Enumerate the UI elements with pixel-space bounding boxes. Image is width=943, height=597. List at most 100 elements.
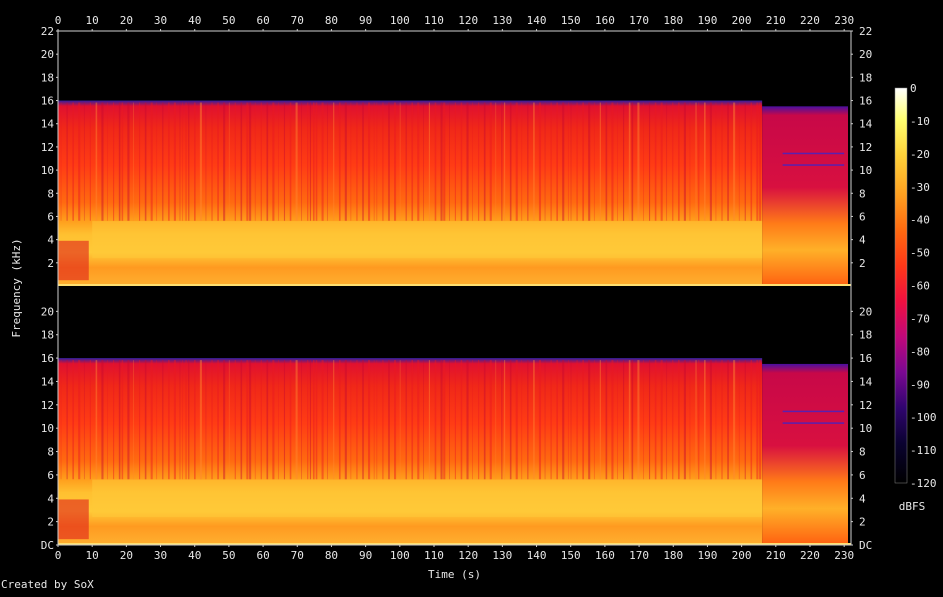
intro-region: [58, 499, 89, 540]
y-tick-label: 10: [859, 422, 872, 435]
texture-streak: [515, 102, 518, 221]
y-tick-label: 10: [859, 164, 872, 177]
texture-streak: [321, 360, 324, 480]
texture-streak: [205, 360, 207, 480]
texture-streak: [173, 360, 176, 480]
texture-streak: [295, 102, 298, 221]
low-band-highlight: [92, 221, 763, 259]
texture-streak: [550, 102, 552, 221]
texture-streak: [588, 102, 591, 221]
x-tick-label: 70: [291, 549, 304, 562]
texture-streak: [443, 360, 446, 480]
y-tick-label: 16: [41, 352, 54, 365]
texture-streak: [338, 360, 341, 480]
texture-streak: [721, 102, 723, 221]
texture-streak: [289, 360, 292, 480]
x-tick-label: 40: [188, 549, 201, 562]
texture-streak: [113, 102, 115, 221]
texture-streak: [113, 360, 115, 480]
x-tick-label: 130: [492, 549, 512, 562]
x-tick-label: 30: [154, 14, 167, 27]
y-tick-label: 22: [859, 25, 872, 38]
texture-streak: [144, 360, 147, 480]
x-tick-label: 190: [698, 549, 718, 562]
texture-streak: [588, 360, 591, 480]
texture-streak: [240, 360, 243, 480]
texture-streak: [623, 360, 625, 480]
texture-streak: [309, 360, 312, 480]
texture-streak: [478, 102, 480, 221]
texture-streak: [78, 102, 81, 221]
texture-streak: [709, 360, 712, 480]
x-tick-label: 30: [154, 549, 167, 562]
x-tick-label: 170: [629, 14, 649, 27]
texture-streak: [211, 360, 213, 480]
texture-streak: [205, 102, 207, 221]
texture-streak: [744, 102, 746, 221]
texture-streak: [344, 360, 347, 480]
texture-streak: [756, 102, 759, 221]
texture-streak: [466, 102, 469, 221]
texture-streak: [449, 360, 450, 480]
texture-streak: [756, 360, 759, 480]
y-tick-label: 20: [859, 48, 872, 61]
texture-streak: [648, 360, 651, 480]
colorbar-label: dBFS: [899, 500, 926, 513]
x-tick-label: 150: [561, 549, 581, 562]
texture-streak: [107, 360, 108, 480]
y-tick-label: 8: [859, 187, 866, 200]
tonal-line: [782, 152, 845, 155]
texture-streak: [483, 102, 486, 221]
texture-streak: [312, 102, 315, 221]
texture-streak: [454, 102, 456, 221]
y-tick-label: 6: [47, 469, 54, 482]
texture-streak: [759, 360, 762, 480]
texture-streak: [150, 360, 153, 480]
texture-streak: [194, 102, 196, 221]
texture-streak: [234, 102, 236, 221]
y-tick-label: 18: [41, 71, 54, 84]
y-tick-label: 18: [859, 71, 872, 84]
x-tick-label: 50: [222, 14, 235, 27]
texture-streak: [637, 360, 640, 480]
x-tick-label: 100: [390, 549, 410, 562]
texture-streak: [527, 360, 529, 480]
texture-streak: [428, 360, 430, 480]
texture-streak: [83, 360, 85, 480]
credit-text: Created by SoX: [1, 578, 94, 591]
texture-streak: [759, 102, 762, 221]
tonal-line: [782, 410, 845, 413]
texture-streak: [698, 360, 700, 480]
texture-streak: [672, 360, 674, 480]
texture-streak: [373, 360, 375, 480]
y-tick-label: 6: [859, 210, 866, 223]
x-tick-label: 0: [55, 14, 62, 27]
texture-streak: [388, 360, 390, 480]
y-tick-label: 12: [859, 399, 872, 412]
texture-streak: [567, 360, 569, 480]
colorbar-tick-label: -60: [910, 280, 930, 293]
dc-line: [58, 543, 851, 545]
x-tick-label: 220: [800, 549, 820, 562]
y-tick-label: 4: [47, 492, 54, 505]
texture-streak: [272, 102, 275, 221]
x-tick-label: 190: [698, 14, 718, 27]
texture-streak: [144, 102, 147, 221]
texture-streak: [162, 102, 164, 221]
texture-streak: [562, 102, 565, 221]
x-tick-label: 110: [424, 549, 444, 562]
colorbar-tick-label: -100: [910, 411, 937, 424]
x-tick-label: 200: [732, 14, 752, 27]
texture-streak: [538, 102, 542, 221]
texture-streak: [704, 102, 706, 221]
y-tick-label: 4: [47, 234, 54, 247]
texture-streak: [666, 102, 668, 221]
texture-streak: [350, 102, 352, 221]
texture-streak: [417, 102, 420, 221]
texture-streak: [617, 360, 618, 480]
colorbar-gradient: [894, 87, 908, 484]
texture-streak: [89, 360, 91, 480]
texture-streak: [440, 360, 443, 480]
texture-streak: [368, 360, 371, 480]
